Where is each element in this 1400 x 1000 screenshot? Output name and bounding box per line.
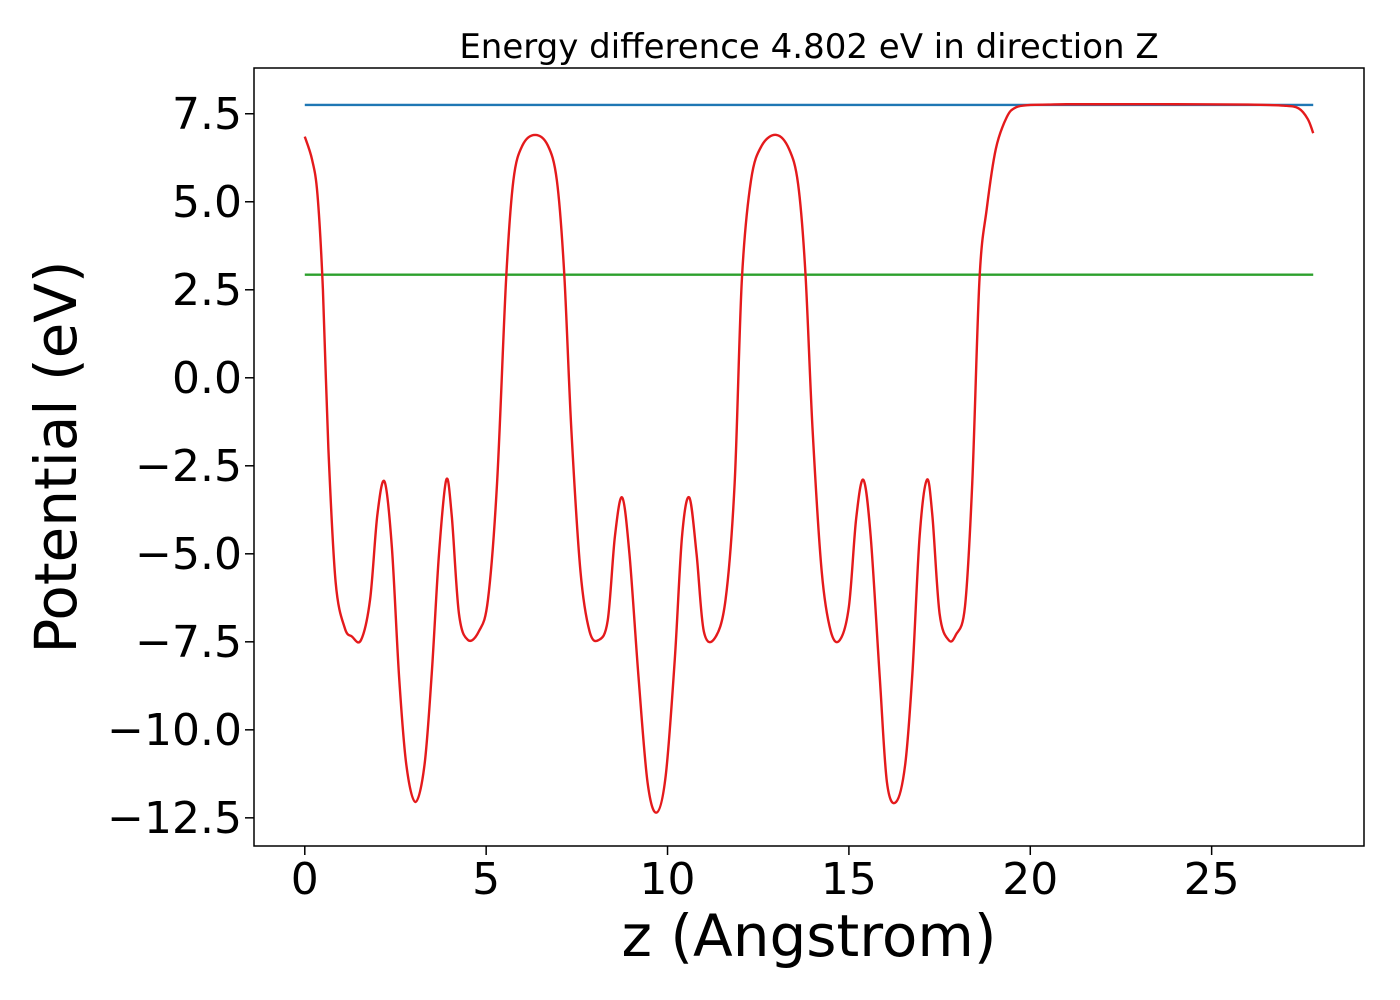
y-tick-label: −5.0 xyxy=(135,529,242,580)
y-tick-label: 0.0 xyxy=(172,353,242,404)
x-tick-label: 10 xyxy=(640,854,696,905)
y-tick-label: −2.5 xyxy=(135,441,242,492)
chart-title: Energy difference 4.802 eV in direction … xyxy=(459,27,1158,67)
y-tick-label: −10.0 xyxy=(107,705,242,756)
x-tick-label: 15 xyxy=(821,854,877,905)
potential-curve xyxy=(303,103,1315,814)
x-tick-label: 25 xyxy=(1184,854,1240,905)
x-tick-label: 20 xyxy=(1002,854,1058,905)
x-tick-label: 0 xyxy=(291,854,319,905)
plot-frame xyxy=(253,67,1365,847)
ticks-layer: 0 5 10 15 20 25 7.5 5.0 2.5 0.0 −2.5 −5.0 −7.5 −10.0 −… xyxy=(107,89,1239,905)
x-axis-label: z (Angstrom) xyxy=(622,902,997,970)
y-tick-label: −12.5 xyxy=(107,793,242,844)
y-tick-label: −7.5 xyxy=(135,617,242,668)
y-axis-label: Potential (eV) xyxy=(22,260,90,653)
series-layer xyxy=(303,103,1315,814)
x-tick-label: 5 xyxy=(472,854,500,905)
y-tick-label: 2.5 xyxy=(172,265,242,316)
y-tick-label: 5.0 xyxy=(172,177,242,228)
y-tick-label: 7.5 xyxy=(172,89,242,140)
